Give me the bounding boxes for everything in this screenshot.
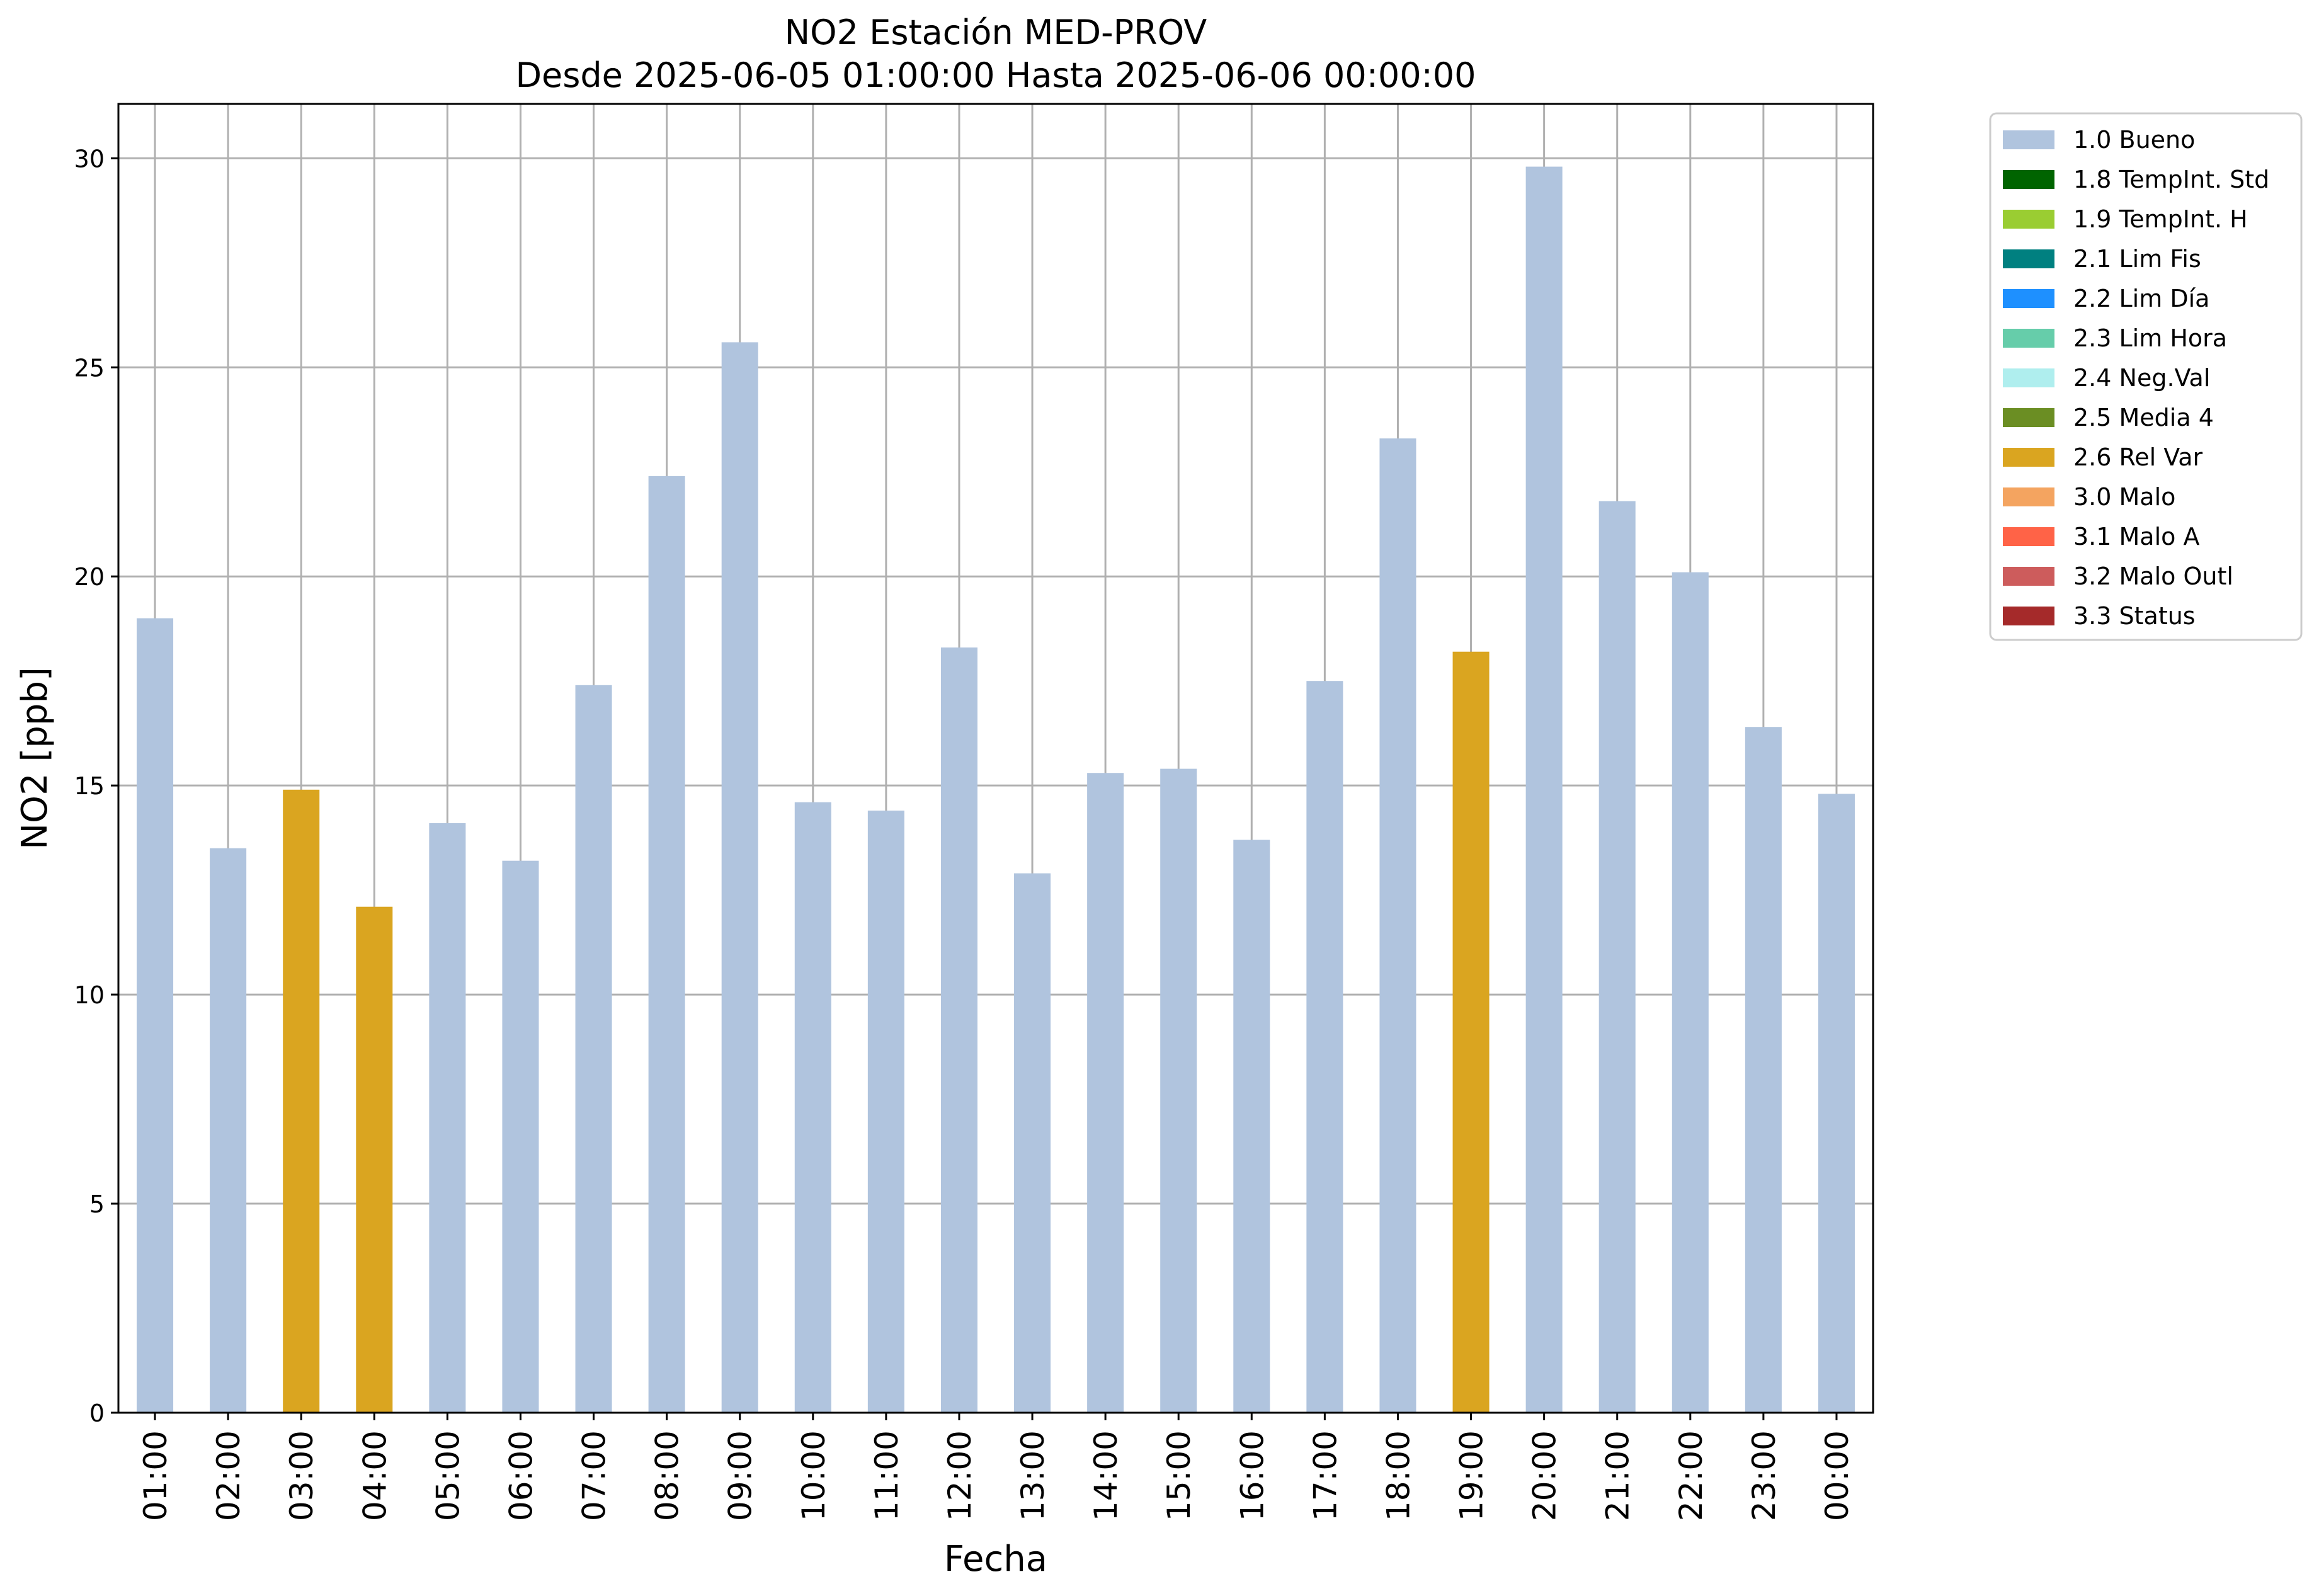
legend-label: 3.0 Malo (2073, 483, 2175, 511)
y-axis-label: NO2 [ppb] (14, 667, 55, 850)
bars (137, 166, 1855, 1413)
x-tick-label: 17:00 (1307, 1430, 1343, 1521)
x-tick-label: 14:00 (1088, 1430, 1124, 1521)
bar-1300 (1014, 873, 1051, 1413)
legend-swatch (2003, 210, 2054, 229)
y-tick-label: 25 (74, 354, 105, 382)
chart-subtitle: Desde 2025-06-05 01:00:00 Hasta 2025-06-… (515, 55, 1476, 95)
bar-1000 (794, 802, 831, 1413)
bar-1100 (867, 810, 904, 1413)
legend-swatch (2003, 408, 2054, 427)
chart-title: NO2 Estación MED-PROV (785, 13, 1207, 52)
x-tick-label: 09:00 (722, 1430, 759, 1521)
legend-label: 2.2 Lim Día (2073, 285, 2209, 312)
x-tick-label: 05:00 (430, 1430, 466, 1521)
bar-0400 (356, 906, 393, 1413)
x-tick-label: 04:00 (356, 1430, 393, 1521)
x-tick-label: 06:00 (503, 1430, 539, 1521)
legend-label: 2.1 Lim Fis (2073, 245, 2201, 273)
x-tick-label: 01:00 (137, 1430, 174, 1521)
bar-2200 (1672, 572, 1709, 1413)
x-tick-label: 11:00 (869, 1430, 905, 1521)
legend-label: 2.5 Media 4 (2073, 404, 2214, 431)
legend-label: 3.2 Malo Outl (2073, 562, 2233, 590)
legend-label: 1.8 TempInt. Std (2073, 166, 2269, 193)
x-tick-label: 03:00 (283, 1430, 320, 1521)
bar-2000 (1525, 166, 1563, 1413)
bar-0700 (575, 685, 612, 1413)
bar-0500 (429, 823, 466, 1413)
bar-0900 (721, 342, 758, 1413)
x-axis-ticks: 01:00 02:00 03:00 04:00 05:00 06:00 07:00 08:00… (137, 1413, 1855, 1521)
bar-0600 (502, 860, 539, 1413)
bar-2100 (1598, 501, 1636, 1413)
legend-swatch (2003, 249, 2054, 268)
bar-1700 (1306, 681, 1343, 1413)
y-tick-label: 0 (89, 1399, 105, 1427)
bar-1200 (940, 647, 977, 1413)
y-tick-label: 20 (74, 563, 105, 591)
legend-swatch (2003, 329, 2054, 348)
legend-label: 1.9 TempInt. H (2073, 205, 2248, 233)
bar-0300 (283, 789, 320, 1413)
legend-swatch (2003, 130, 2054, 149)
y-axis-ticks: 0 5 10 15 20 25 30 (74, 145, 118, 1427)
plot-frame (117, 103, 1874, 1414)
y-tick-label: 5 (89, 1190, 105, 1218)
legend-swatch (2003, 368, 2054, 387)
legend-swatch (2003, 567, 2054, 586)
x-tick-label: 12:00 (942, 1430, 978, 1521)
x-tick-label: 08:00 (649, 1430, 686, 1521)
legend-swatch (2003, 448, 2054, 467)
x-tick-label: 21:00 (1600, 1430, 1636, 1521)
legend-swatch (2003, 289, 2054, 308)
x-tick-label: 07:00 (576, 1430, 613, 1521)
legend-swatch (2003, 170, 2054, 189)
x-tick-label: 10:00 (795, 1430, 832, 1521)
legend-label: 3.3 Status (2073, 602, 2196, 630)
legend-swatch (2003, 527, 2054, 546)
y-tick-label: 10 (74, 981, 105, 1009)
bar-2300 (1745, 727, 1782, 1413)
bar-1800 (1379, 438, 1416, 1413)
x-tick-label: 16:00 (1234, 1430, 1270, 1521)
legend-label: 2.6 Rel Var (2073, 443, 2203, 471)
legend-label: 2.4 Neg.Val (2073, 364, 2210, 392)
x-tick-label: 00:00 (1819, 1430, 1855, 1521)
x-tick-label: 02:00 (210, 1430, 247, 1521)
x-tick-label: 23:00 (1746, 1430, 1782, 1521)
bar-1600 (1233, 840, 1270, 1413)
x-tick-label: 18:00 (1380, 1430, 1416, 1521)
legend-frame (1989, 112, 2303, 641)
bar-0800 (648, 476, 685, 1413)
x-tick-label: 13:00 (1015, 1430, 1051, 1521)
x-axis-label: Fecha (944, 1539, 1047, 1580)
y-tick-label: 30 (74, 145, 105, 173)
bar-1900 (1452, 651, 1490, 1413)
x-tick-label: 15:00 (1161, 1430, 1197, 1521)
legend-label: 1.0 Bueno (2073, 126, 2195, 154)
legend-label: 2.3 Lim Hora (2073, 324, 2227, 352)
bar-1400 (1087, 773, 1124, 1413)
bar-0200 (210, 848, 247, 1413)
x-tick-label: 20:00 (1527, 1430, 1563, 1521)
legend-label: 3.1 Malo A (2073, 523, 2199, 550)
legend: 1.0 Bueno 1.8 TempInt. Std 1.9 TempInt. H 2… (1989, 112, 2303, 641)
legend-swatch (2003, 487, 2054, 506)
x-tick-label: 19:00 (1454, 1430, 1490, 1521)
y-tick-label: 15 (74, 772, 105, 800)
bar-0100 (137, 618, 174, 1413)
legend-swatch (2003, 607, 2054, 625)
bar-1500 (1160, 768, 1197, 1413)
bar-0000 (1818, 794, 1855, 1413)
x-tick-label: 22:00 (1673, 1430, 1709, 1521)
